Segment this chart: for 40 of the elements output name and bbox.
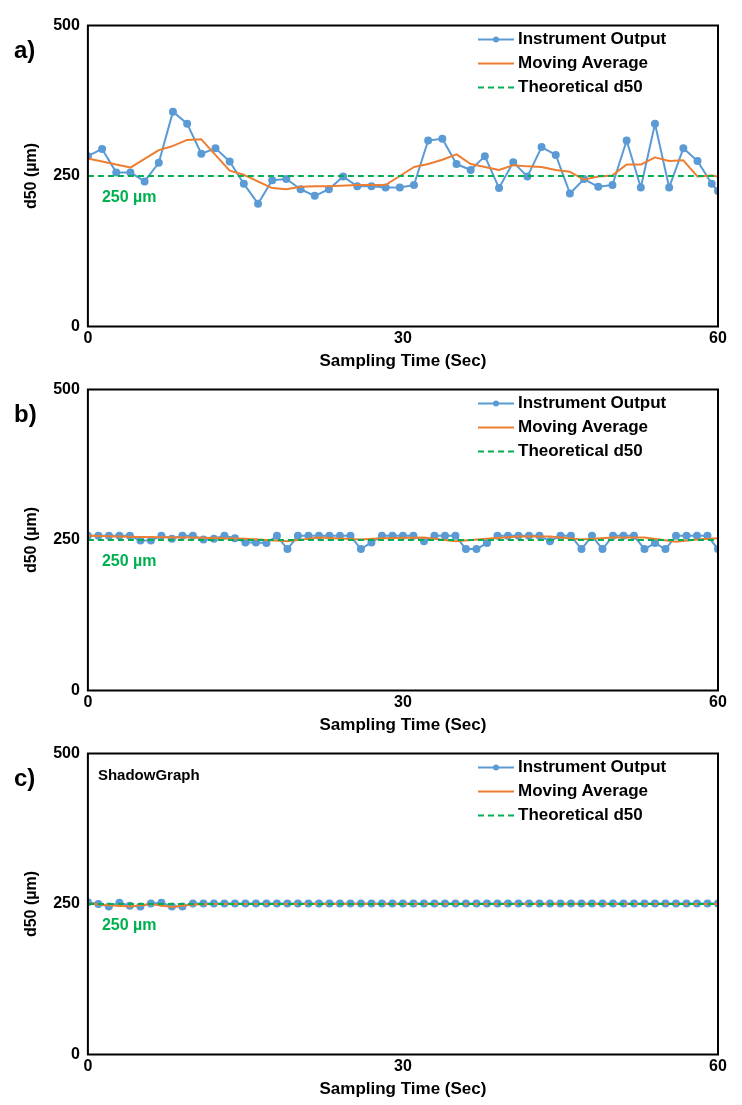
- y-tick-label: 250: [53, 894, 80, 912]
- text: a): [14, 36, 36, 64]
- x-tick-label: 30: [394, 1057, 412, 1075]
- legend-label: Moving Average: [518, 53, 649, 73]
- legend-label: Theoretical d50: [518, 805, 643, 825]
- x-axis-title: Sampling Time (Sec): [319, 1079, 487, 1099]
- x-tick-label: 30: [394, 329, 412, 347]
- x-tick-label: 60: [709, 1057, 727, 1075]
- text: c): [14, 764, 36, 792]
- x-tick-label: 60: [709, 329, 727, 347]
- legend-label: Instrument Output: [518, 29, 667, 49]
- legend-label: Instrument Output: [518, 757, 667, 777]
- x-tick-label: 0: [83, 1057, 93, 1075]
- legend-label: Moving Average: [518, 781, 649, 801]
- y-tick-label: 0: [70, 316, 80, 334]
- y-tick-label: 500: [53, 744, 80, 762]
- y-tick-label: 0: [70, 1044, 80, 1062]
- text: ShadowGraph: [97, 765, 200, 783]
- annotation: 250 µm: [101, 188, 157, 206]
- x-axis-title: Sampling Time (Sec): [319, 715, 487, 735]
- legend-label: Instrument Output: [518, 393, 667, 413]
- y-tick-label: 500: [53, 16, 80, 34]
- y-tick-label: 0: [70, 680, 80, 698]
- x-axis-title: Sampling Time (Sec): [319, 351, 487, 371]
- x-tick-label: 60: [709, 693, 727, 711]
- y-axis-title: d50 (µm): [22, 870, 40, 938]
- x-tick-label: 30: [394, 693, 412, 711]
- x-tick-label: 0: [83, 693, 93, 711]
- y-tick-label: 250: [53, 166, 80, 184]
- y-axis-title: d50 (µm): [22, 506, 40, 574]
- legend-label: Moving Average: [518, 417, 649, 437]
- y-tick-label: 500: [53, 380, 80, 398]
- y-tick-label: 250: [53, 530, 80, 548]
- legend-label: Theoretical d50: [518, 441, 643, 461]
- y-axis-title: d50 (µm): [22, 142, 40, 210]
- text: b): [14, 400, 37, 428]
- annotation: 250 µm: [101, 552, 157, 570]
- x-tick-label: 0: [83, 329, 93, 347]
- annotation: 250 µm: [101, 916, 157, 934]
- legend-label: Theoretical d50: [518, 77, 643, 97]
